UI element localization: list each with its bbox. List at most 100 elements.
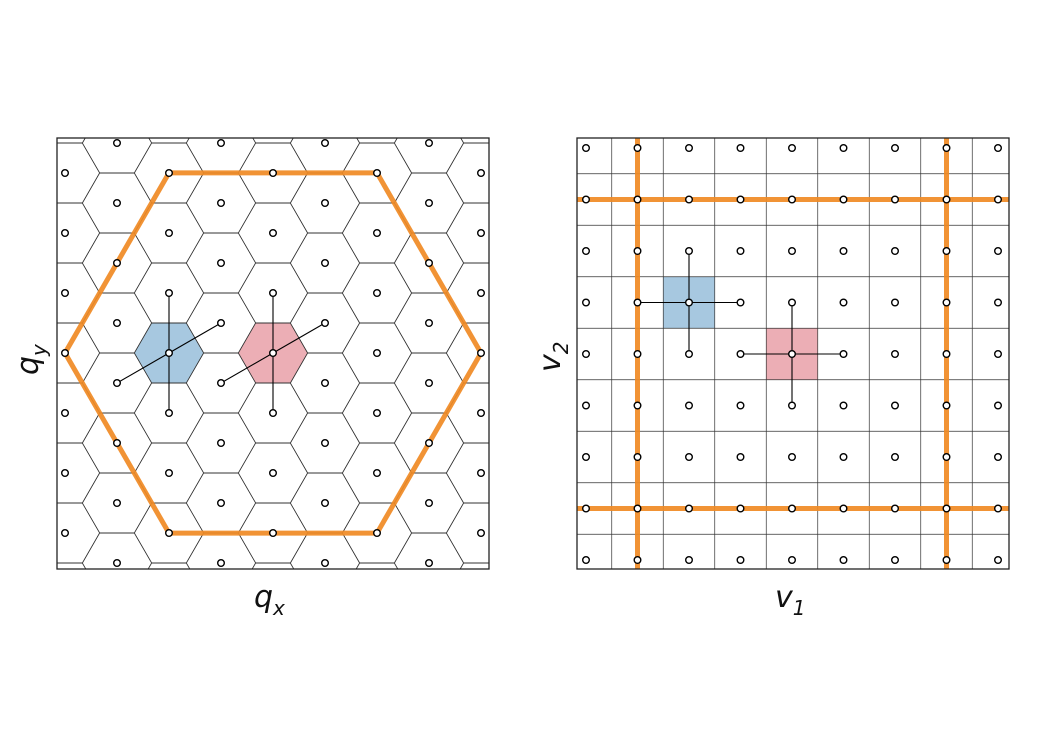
lattice-point — [164, 529, 173, 538]
lattice-point — [216, 138, 225, 147]
lattice-point — [994, 298, 1003, 307]
lattice-point — [321, 379, 330, 388]
lattice-point — [164, 349, 173, 358]
lattice-point — [891, 195, 900, 204]
lattice-point — [942, 143, 951, 152]
lattice-point — [891, 246, 900, 255]
lattice-point — [164, 289, 173, 298]
lattice-point — [425, 379, 434, 388]
lattice-point — [112, 259, 121, 268]
lattice-point — [736, 246, 745, 255]
lattice-point — [321, 138, 330, 147]
lattice-point — [839, 504, 848, 513]
lattice-point — [164, 409, 173, 418]
lattice-point — [994, 246, 1003, 255]
lattice-point — [61, 409, 70, 418]
lattice-point — [62, 590, 69, 597]
lattice-point — [374, 110, 381, 117]
lattice-point — [633, 556, 642, 565]
neighbor-link-blue — [168, 322, 222, 354]
lattice-point — [736, 401, 745, 410]
square-panel-frame — [576, 137, 1010, 570]
lattice-point — [942, 504, 951, 513]
lattice-point — [633, 453, 642, 462]
lattice-point — [269, 289, 278, 298]
lattice-point — [633, 298, 642, 307]
lattice-point — [839, 556, 848, 565]
lattice-point — [942, 556, 951, 565]
lattice-point — [425, 439, 434, 448]
lattice-point — [839, 350, 848, 359]
lattice-point — [216, 439, 225, 448]
lattice-point — [582, 504, 591, 513]
lattice-point — [942, 298, 951, 307]
lattice-point — [582, 298, 591, 307]
lattice-point — [582, 246, 591, 255]
lattice-point — [685, 298, 694, 307]
lattice-point — [269, 228, 278, 237]
lattice-point — [891, 401, 900, 410]
lattice-point — [633, 195, 642, 204]
lattice-point — [839, 401, 848, 410]
lattice-point — [477, 289, 486, 298]
lattice-point — [164, 168, 173, 177]
lattice-point — [477, 228, 486, 237]
hex-panel-frame — [56, 137, 490, 570]
lattice-point — [61, 469, 70, 478]
lattice-point — [321, 439, 330, 448]
lattice-point — [425, 499, 434, 508]
lattice-point — [269, 168, 278, 177]
lattice-point — [112, 559, 121, 568]
hex-x-axis-label: qx — [254, 580, 285, 620]
hex-cell — [356, 138, 398, 144]
lattice-point — [839, 246, 848, 255]
lattice-point — [321, 319, 330, 328]
lattice-point — [685, 350, 694, 359]
lattice-point — [216, 499, 225, 508]
lattice-point — [582, 350, 591, 359]
lattice-point — [736, 195, 745, 204]
lattice-point — [788, 246, 797, 255]
lattice-point — [582, 143, 591, 152]
lattice-point — [477, 529, 486, 538]
lattice-point — [373, 228, 382, 237]
lattice-point — [891, 298, 900, 307]
lattice-point — [839, 453, 848, 462]
lattice-point — [942, 453, 951, 462]
neighbor-link-red — [272, 322, 326, 354]
lattice-point — [994, 556, 1003, 565]
lattice-point — [321, 259, 330, 268]
lattice-point — [216, 319, 225, 328]
neighbor-link-blue — [116, 352, 170, 384]
hex-cell — [57, 562, 87, 569]
lattice-point — [788, 143, 797, 152]
lattice-point — [685, 246, 694, 255]
lattice-point — [321, 499, 330, 508]
square-lattice — [577, 138, 1009, 569]
lattice-point — [633, 143, 642, 152]
lattice-point — [788, 401, 797, 410]
lattice-point — [582, 453, 591, 462]
lattice-point — [112, 379, 121, 388]
lattice-point — [788, 350, 797, 359]
lattice-point — [373, 529, 382, 538]
lattice-point — [788, 556, 797, 565]
lattice-point — [633, 401, 642, 410]
lattice-point — [269, 349, 278, 358]
hex-cell — [355, 562, 399, 569]
lattice-point — [942, 246, 951, 255]
square-y-axis-label: v2 — [533, 342, 573, 373]
lattice-point — [633, 350, 642, 359]
lattice-point — [582, 195, 591, 204]
lattice-point — [321, 198, 330, 207]
lattice-point — [112, 499, 121, 508]
lattice-point — [269, 529, 278, 538]
lattice-point — [425, 259, 434, 268]
lattice-point — [685, 195, 694, 204]
lattice-point — [891, 453, 900, 462]
lattice-point — [994, 195, 1003, 204]
lattice-point — [61, 349, 70, 358]
lattice-point — [788, 298, 797, 307]
lattice-point — [788, 453, 797, 462]
